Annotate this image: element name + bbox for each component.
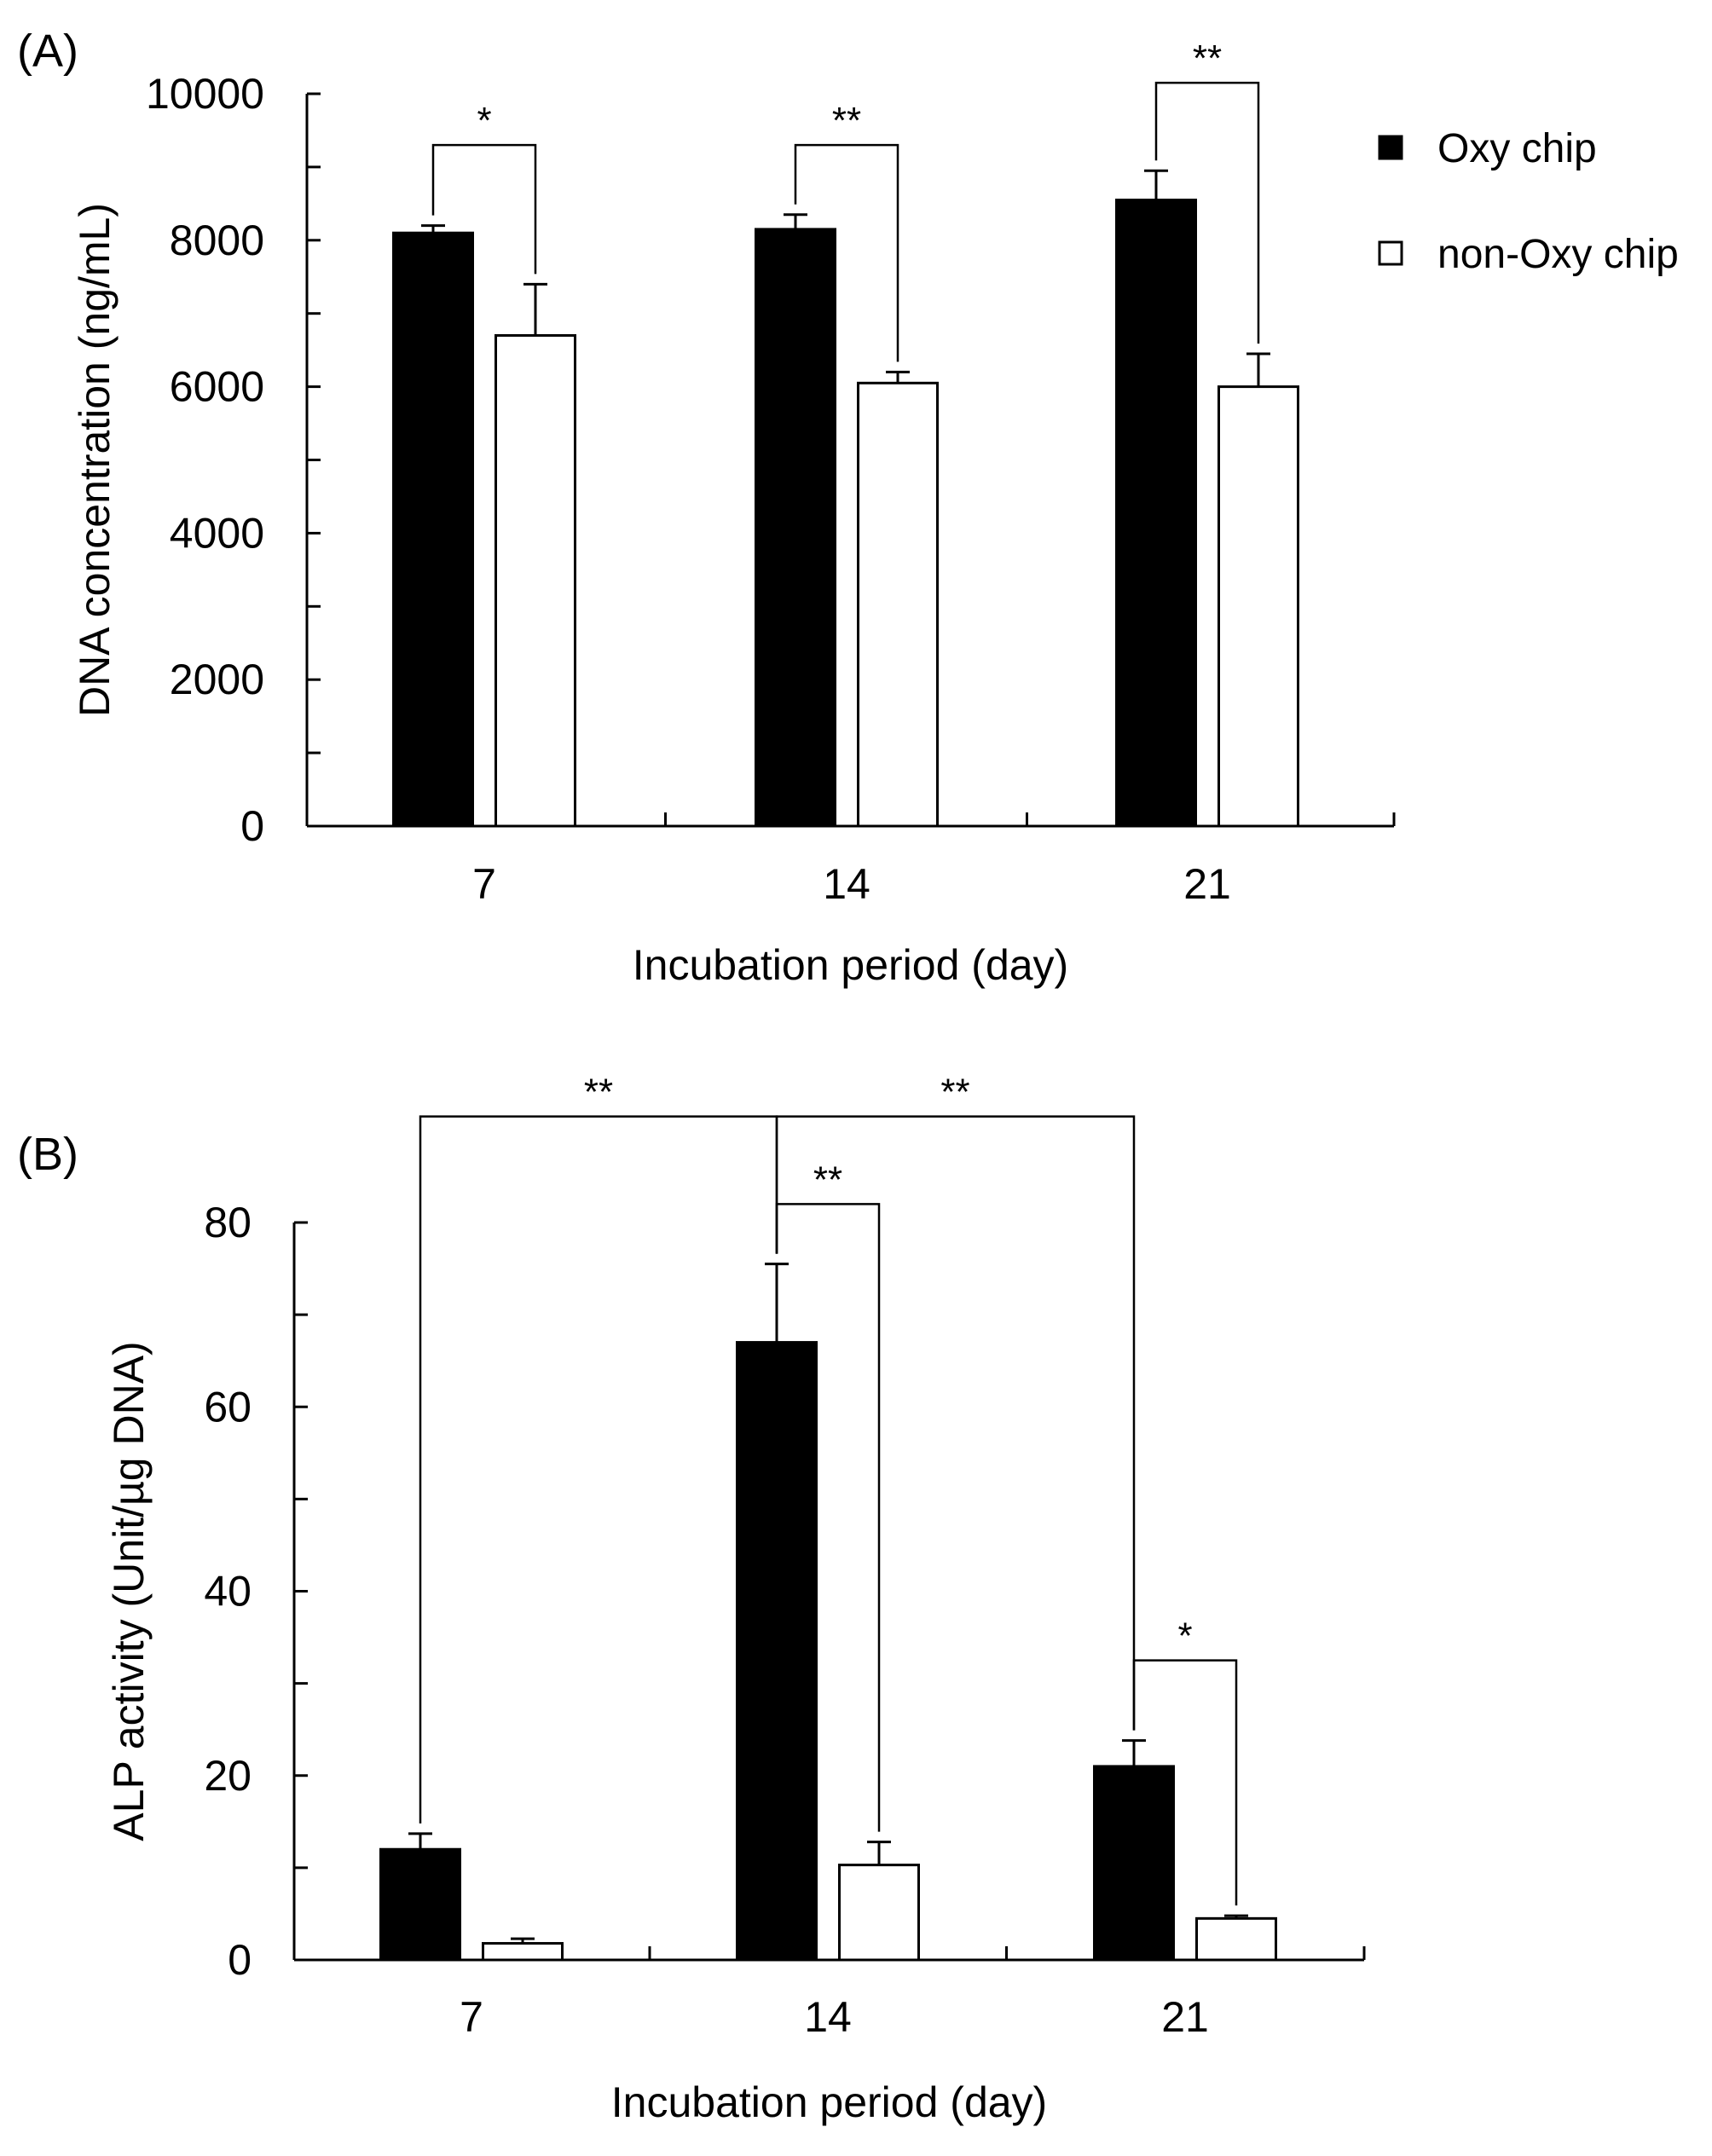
x-tick-label: 14 — [823, 860, 870, 908]
significance-marker: * — [477, 100, 491, 142]
x-tick-label: 7 — [472, 860, 496, 908]
x-axis-title: Incubation period (day) — [633, 941, 1068, 989]
x-axis-title: Incubation period (day) — [611, 2078, 1047, 2126]
y-tick-label: 6000 — [170, 363, 264, 411]
y-tick-label: 20 — [204, 1752, 252, 1800]
panel-label-b: (B) — [17, 1129, 78, 1180]
significance-bracket — [1154, 81, 1260, 344]
y-tick-label: 40 — [204, 1568, 252, 1616]
x-tick-label: 14 — [804, 1993, 852, 2041]
x-tick-label: 21 — [1161, 1993, 1209, 2041]
bar-oxy-day-21 — [1115, 199, 1197, 828]
significance-marker: ** — [813, 1159, 842, 1200]
significance-bracket — [1132, 1659, 1238, 1906]
bar-non-oxy-day-7 — [495, 333, 576, 828]
significance-marker: ** — [832, 100, 861, 142]
y-tick-label: 10000 — [146, 70, 264, 118]
bar-non-oxy-day-14 — [838, 1864, 920, 1962]
significance-marker: * — [1177, 1616, 1192, 1657]
significance-bracket — [794, 143, 899, 362]
significance-marker: ** — [1193, 38, 1222, 79]
y-axis-title: DNA concentration (ng/mL) — [71, 203, 119, 717]
y-tick-label: 8000 — [170, 217, 264, 264]
legend-swatch-non-oxy — [1378, 240, 1403, 266]
bar-non-oxy-day-7 — [482, 1942, 564, 1962]
bar-non-oxy-day-14 — [857, 381, 939, 828]
bar-oxy-day-7 — [379, 1847, 461, 1962]
significance-marker: ** — [584, 1072, 613, 1113]
bar-oxy-day-21 — [1093, 1765, 1175, 1962]
legend-swatch-oxy — [1378, 135, 1403, 160]
y-tick-label: 60 — [204, 1383, 252, 1431]
bar-oxy-day-7 — [392, 231, 474, 828]
significance-marker: ** — [940, 1072, 969, 1113]
y-tick-label: 2000 — [170, 656, 264, 703]
bar-oxy-day-14 — [755, 228, 836, 828]
significance-bracket — [431, 143, 537, 275]
x-tick-label: 7 — [460, 1993, 483, 2041]
bar-non-oxy-day-21 — [1195, 1916, 1277, 1962]
bar-non-oxy-day-21 — [1217, 385, 1299, 828]
legend-label-oxy: Oxy chip — [1437, 126, 1597, 171]
y-tick-label: 80 — [204, 1199, 252, 1246]
significance-bracket — [419, 1115, 778, 1824]
y-tick-label: 4000 — [170, 509, 264, 557]
significance-bracket — [775, 1115, 1136, 1731]
significance-bracket — [775, 1203, 881, 1832]
legend-label-non-oxy: non-Oxy chip — [1437, 232, 1679, 277]
y-tick-label: 0 — [228, 1936, 252, 1984]
y-tick-label: 0 — [240, 802, 264, 850]
bar-oxy-day-14 — [736, 1341, 818, 1962]
x-tick-label: 21 — [1183, 860, 1231, 908]
panel-label-a: (A) — [17, 26, 78, 77]
y-axis-title: ALP activity (Unit/µg DNA) — [105, 1341, 153, 1841]
